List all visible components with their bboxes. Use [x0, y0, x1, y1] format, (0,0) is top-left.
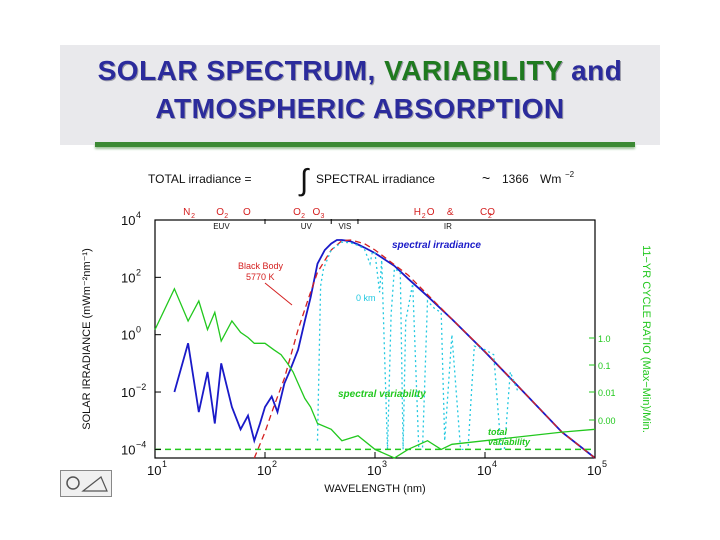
x-tick-exponent: 3 — [382, 459, 387, 469]
title-text-1: SOLAR SPECTRUM, — [97, 55, 385, 86]
y-tick-exponent: 4 — [136, 210, 141, 220]
absorber-label: H — [414, 207, 421, 218]
absorber-suffix: O — [427, 207, 435, 218]
y-tick-label: 10 — [121, 270, 135, 285]
annotations: spectral irradiance Black Body 5770 K 0 … — [238, 240, 531, 447]
y-tick-exponent: −2 — [136, 382, 146, 392]
series-line-spectral-variability-11-yr-ratio- — [154, 287, 596, 459]
title-divider — [95, 142, 635, 147]
title-highlight: VARIABILITY — [384, 55, 563, 86]
corner-logo-icon — [60, 470, 112, 497]
corner-logo-graphic — [66, 476, 108, 492]
right-tick-label: 0.01 — [598, 388, 616, 398]
band-label: UV — [301, 222, 313, 231]
equation-approx: ~ — [482, 170, 490, 186]
y-tick-exponent: 0 — [136, 325, 141, 335]
ticks-layer: 10 1 10 2 10 3 10 4 10 510 410 210 010 −210 −41.00.10.… — [121, 210, 616, 478]
absorber-label: N — [183, 207, 190, 218]
y-tick-exponent: −4 — [136, 439, 146, 449]
title-text-2: and — [562, 55, 623, 86]
equation: TOTAL irradiance = ∫ SPECTRAL irradiance… — [148, 164, 575, 197]
absorber-label: O — [216, 207, 224, 218]
absorber-label: CO — [480, 207, 495, 218]
absorber-subscript: 3 — [320, 213, 324, 220]
equation-integral: ∫ — [298, 164, 310, 197]
absorber-subscript: 2 — [422, 213, 426, 220]
solar-spectrum-chart: TOTAL irradiance = ∫ SPECTRAL irradiance… — [81, 164, 652, 495]
absorber-subscript: 2 — [224, 213, 228, 220]
y-axis-label-right: 11−YR CYCLE RATIO (Max−Min)/Min. — [640, 245, 652, 433]
equation-unit: Wm — [540, 172, 561, 186]
absorber-label: O — [243, 207, 251, 218]
total-variability-label-1: total — [488, 427, 507, 437]
slide-title-line2: ATMOSPHERIC ABSORPTION — [155, 93, 565, 124]
absorber-subscript: 2 — [191, 213, 195, 220]
absorber-label: & — [447, 207, 454, 218]
y-tick-label: 10 — [121, 385, 135, 400]
y-tick-label: 10 — [121, 442, 135, 457]
absorber-subscript: 2 — [488, 213, 492, 220]
y-tick-label: 10 — [121, 328, 135, 343]
series-line-spectral-irradiance — [173, 239, 596, 459]
x-tick-label: 10 — [477, 463, 491, 478]
x-tick-label: 10 — [257, 463, 271, 478]
total-variability-label-2: variability — [488, 437, 531, 447]
equation-value: 1366 — [502, 172, 529, 186]
band-label: IR — [444, 222, 452, 231]
black-body-pointer — [264, 282, 293, 306]
y-axis-label-left: SOLAR IRRADIANCE (mWm⁻²nm⁻¹) — [81, 248, 93, 430]
title-band: SOLAR SPECTRUM, VARIABILITY and ATMOSPHE… — [60, 45, 660, 145]
black-body-label: Black Body — [238, 261, 284, 271]
band-label: VIS — [338, 222, 351, 231]
spectral-variability-label-1: spectral variability — [338, 389, 426, 400]
black-body-temp-label: 5770 K — [246, 272, 275, 282]
x-tick-exponent: 2 — [272, 459, 277, 469]
slide: SOLAR SPECTRUM, VARIABILITY and ATMOSPHE… — [60, 45, 660, 497]
absorber-label: O — [293, 207, 301, 218]
y-tick-label: 10 — [121, 213, 135, 228]
x-tick-label: 10 — [587, 463, 601, 478]
x-tick-label: 10 — [367, 463, 381, 478]
right-tick-label: 0.00 — [598, 416, 616, 426]
x-axis-label: WAVELENGTH (nm) — [324, 483, 425, 495]
equation-rhs: SPECTRAL irradiance — [316, 172, 435, 186]
spectral-irradiance-label: spectral irradiance — [392, 240, 481, 251]
equation-lhs: TOTAL irradiance = — [148, 172, 252, 186]
equation-unit-exponent: −2 — [565, 170, 575, 179]
y-tick-exponent: 2 — [136, 267, 141, 277]
absorber-subscript: 2 — [301, 213, 305, 220]
zero-km-label: 0 km — [356, 293, 376, 303]
x-tick-exponent: 1 — [162, 459, 167, 469]
plot-area: 10 1 10 2 10 3 10 4 10 510 410 210 010 −210 −41.00.10.… — [121, 207, 616, 478]
series-line-black-body-5770-k — [253, 239, 596, 459]
absorber-label: O — [312, 207, 320, 218]
right-tick-label: 1.0 — [598, 334, 611, 344]
band-label: EUV — [213, 222, 230, 231]
slide-title-line1: SOLAR SPECTRUM, VARIABILITY and — [60, 55, 660, 87]
right-tick-label: 0.1 — [598, 361, 611, 371]
x-tick-label: 10 — [147, 463, 161, 478]
series-layer — [154, 239, 596, 459]
x-tick-exponent: 5 — [602, 459, 607, 469]
series-line-0-km-surface- — [316, 241, 519, 451]
x-tick-exponent: 4 — [492, 459, 497, 469]
